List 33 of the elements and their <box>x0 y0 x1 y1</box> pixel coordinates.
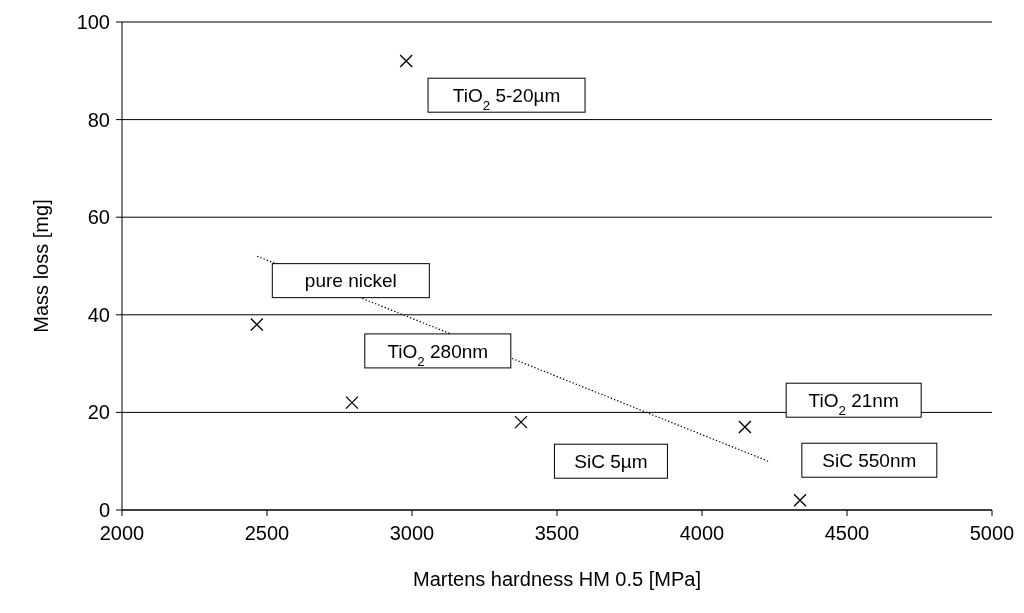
text-box: SiC 550nm <box>801 442 938 478</box>
x-tick-label: 4000 <box>679 522 725 544</box>
x-tick-label: 5000 <box>969 522 1015 544</box>
text-box: TiO$_{2}$ 280nm <box>364 333 512 369</box>
point <box>793 493 807 507</box>
annotation: SiC 5µm <box>574 450 648 472</box>
annotation: pure nickel <box>304 270 397 292</box>
annotation: TiO$_{2}$ 5-20µm <box>452 84 561 113</box>
x-tick-label: 4500 <box>824 522 870 544</box>
point <box>738 420 752 434</box>
annotation: TiO$_{2}$ 21nm <box>808 389 899 418</box>
text-box: TiO$_{2}$ 5-20µm <box>427 77 586 113</box>
annotation: SiC 550nm <box>822 449 917 471</box>
x-tick-label: 3500 <box>534 522 580 544</box>
y-tick-label: 100 <box>76 11 110 33</box>
y-tick-label: 80 <box>87 108 110 131</box>
y-tick-label: 0 <box>98 499 110 521</box>
y-tick-label: 20 <box>87 401 110 424</box>
point <box>345 395 359 410</box>
point <box>514 415 528 429</box>
annotation: TiO$_{2}$ 280nm <box>387 340 489 369</box>
text-box: pure nickel <box>271 263 430 299</box>
point <box>399 54 413 68</box>
text-box: SiC 5µm <box>553 443 668 479</box>
point <box>250 317 264 332</box>
y-tick-label: 60 <box>87 206 110 229</box>
x-tick-label: 3000 <box>389 522 435 544</box>
x-tick-label: 2000 <box>99 522 145 544</box>
x-axis-title: Martens hardness HM 0.5 [MPa] <box>413 568 701 590</box>
x-tick-label: 2500 <box>244 522 290 544</box>
y-axis-title: Mass loss [mg] <box>30 199 52 333</box>
y-tick-label: 40 <box>87 303 110 326</box>
text-box: TiO$_{2}$ 21nm <box>785 382 922 418</box>
